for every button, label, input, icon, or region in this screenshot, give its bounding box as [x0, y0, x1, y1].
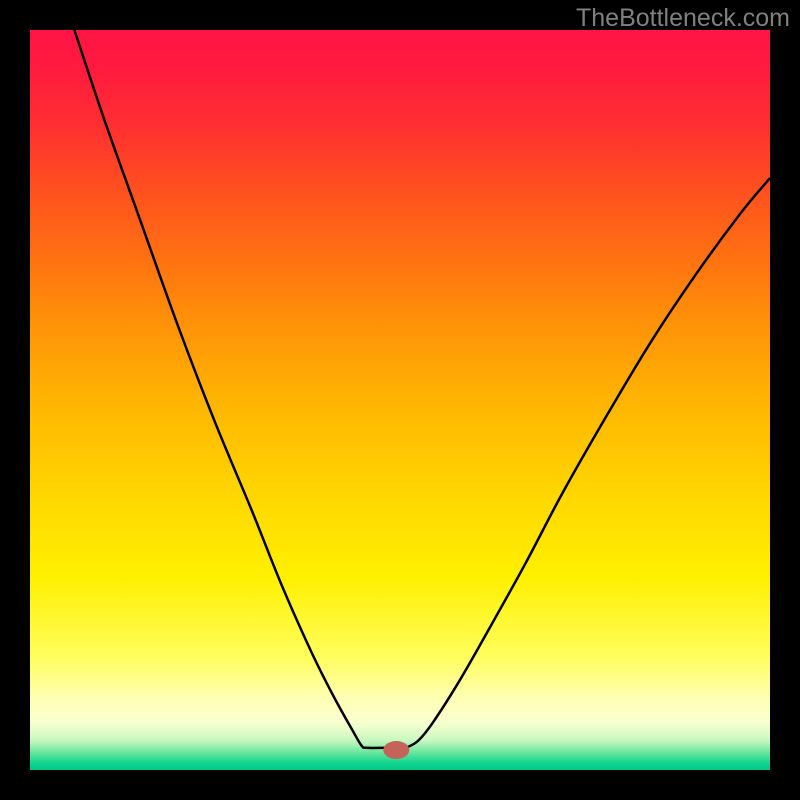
plot-background: [30, 30, 770, 770]
bottleneck-chart: [0, 0, 800, 800]
attribution-label: TheBottleneck.com: [576, 4, 790, 33]
chart-container: TheBottleneck.com: [0, 0, 800, 800]
optimum-marker: [383, 741, 409, 759]
